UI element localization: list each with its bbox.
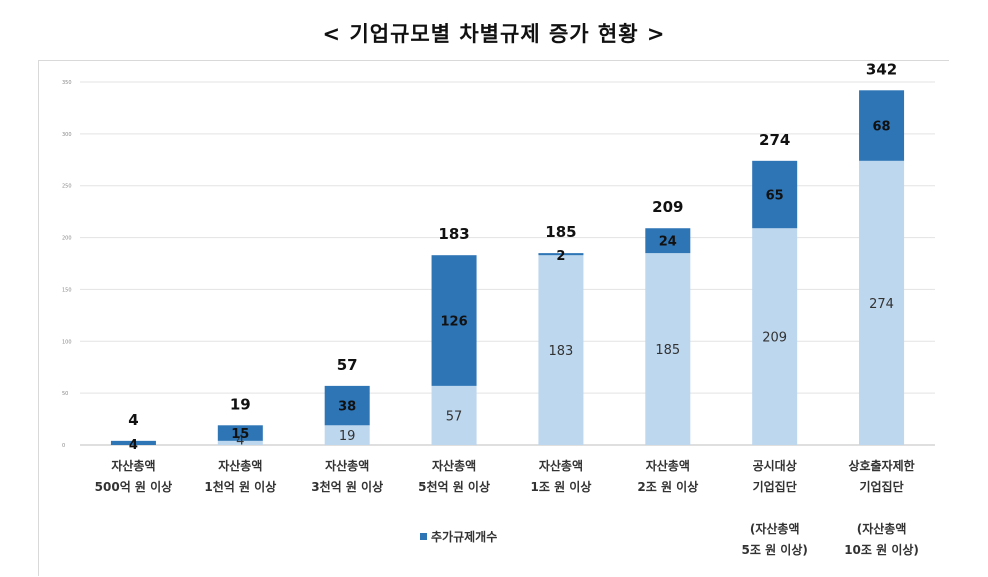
added-value-label: 24 [659, 235, 677, 250]
added-value-label: 126 [440, 315, 467, 330]
bar-base-segment [431, 385, 477, 445]
bar-base-segment [538, 255, 584, 445]
x-tick-label: 자산총액 [539, 458, 583, 473]
bar-base-segment [217, 440, 263, 445]
y-tick-label: 100 [62, 339, 72, 345]
y-tick-label: 150 [62, 287, 72, 293]
x-tick-label: 공시대상 [753, 458, 797, 473]
base-value-label: 183 [549, 344, 574, 359]
bar-added-segment [324, 385, 370, 426]
y-tick-label: 200 [62, 236, 72, 242]
y-tick-label: 50 [62, 391, 68, 397]
x-tick-label: 5천억 원 이상 [418, 479, 490, 494]
bar-added-segment [538, 253, 584, 256]
y-tick-label: 300 [62, 132, 72, 138]
bar-added-segment [645, 228, 691, 254]
added-value-label: 38 [338, 400, 356, 415]
base-value-label: 209 [762, 331, 787, 346]
x-tick-label: 기업집단 [859, 479, 903, 494]
x-tick-label: (자산총액 [857, 521, 907, 536]
x-tick-label: 자산총액 [325, 458, 369, 473]
legend-swatch [420, 533, 427, 540]
x-tick-label: 3천억 원 이상 [311, 479, 383, 494]
base-value-label: 57 [446, 409, 463, 424]
base-value-label: 185 [655, 343, 680, 358]
x-tick-label: 자산총액 [432, 458, 476, 473]
total-value-label: 183 [438, 225, 469, 243]
x-tick-label: 10조 원 이상) [844, 542, 919, 557]
y-tick-label: 0 [62, 443, 65, 449]
x-tick-label: 1천억 원 이상 [204, 479, 276, 494]
bar-base-segment [752, 228, 798, 445]
bar-added-segment [217, 425, 263, 441]
x-tick-label: 자산총액 [646, 458, 690, 473]
x-tick-label: 자산총액 [218, 458, 262, 473]
added-value-label: 65 [766, 189, 784, 204]
bar-added-segment [431, 255, 477, 386]
x-tick-label: 2조 원 이상 [637, 479, 698, 494]
bar-base-segment [645, 253, 691, 445]
bar-added-segment [110, 440, 156, 445]
x-tick-label: 500억 원 이상 [95, 479, 173, 494]
x-tick-label: 5조 원 이상) [742, 542, 808, 557]
base-value-label: 4 [236, 434, 244, 449]
total-value-label: 209 [652, 198, 683, 216]
bar-added-segment [752, 160, 798, 229]
added-value-label: 2 [556, 249, 565, 264]
y-tick-label: 250 [62, 184, 72, 190]
total-value-label: 342 [866, 60, 897, 78]
total-value-label: 185 [545, 223, 576, 241]
legend-label: 추가규제개수 [431, 529, 497, 544]
x-tick-label: 상호출자제한 [848, 458, 914, 473]
bar-base-segment [324, 425, 370, 445]
added-value-label: 4 [129, 438, 138, 453]
added-value-label: 68 [873, 120, 891, 135]
bar-base-segment [859, 160, 905, 445]
chart-frame [38, 60, 949, 576]
base-value-label: 19 [339, 429, 356, 444]
base-value-label: 274 [869, 297, 894, 312]
added-value-label: 15 [231, 427, 249, 442]
total-value-label: 274 [759, 131, 790, 149]
total-value-label: 4 [128, 411, 138, 429]
x-tick-label: 기업집단 [753, 479, 797, 494]
x-tick-label: 자산총액 [111, 458, 155, 473]
total-value-label: 19 [230, 395, 251, 413]
total-value-label: 57 [337, 356, 358, 374]
x-tick-label: 1조 원 이상 [531, 479, 592, 494]
x-tick-label: (자산총액 [750, 521, 800, 536]
y-tick-label: 350 [62, 80, 72, 86]
chart-title: < 기업규모별 차별규제 증가 현황 > [322, 22, 666, 46]
bar-added-segment [859, 90, 905, 161]
